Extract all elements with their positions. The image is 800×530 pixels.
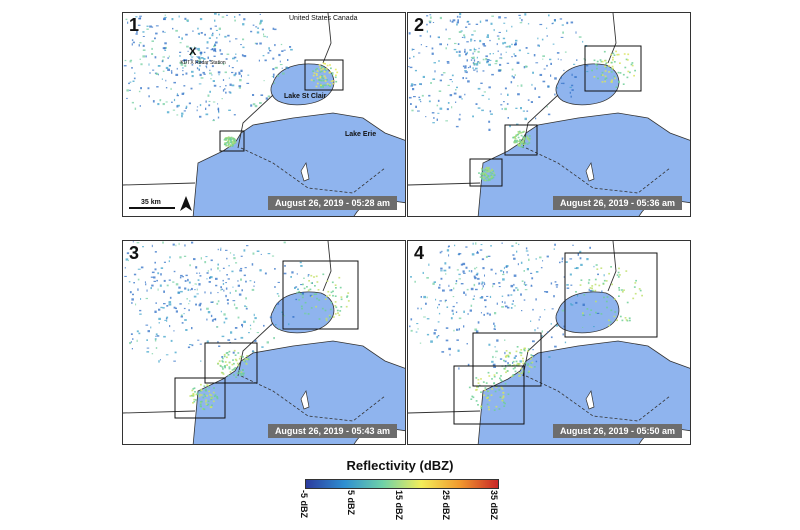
radar-panel-4: 4 August 26, 2019 - 05:50 am [407,240,691,445]
panel-number: 1 [129,15,140,35]
radar-panel-3: 3 August 26, 2019 - 05:43 am [122,240,406,445]
radar-panel-1: 1 United States Canada X KDTX Radar Stat… [122,12,406,217]
legend-title: Reflectivity (dBZ) [346,458,454,473]
scale-bar-label: 35 km [141,199,161,206]
panel-map [408,13,690,216]
station-marker: X [189,46,197,58]
panel-number: 4 [414,243,425,263]
scale-bar [129,207,175,209]
panel-map [123,13,405,216]
lake-erie-label: Lake Erie [345,131,377,138]
legend-tick: 25 dBZ [441,490,451,521]
legend-tick: 15 dBZ [394,490,404,521]
station-label: KDTX Radar Station [180,60,226,66]
legend-tick: -5 dBZ [299,490,309,518]
reflectivity-colorbar [305,479,499,489]
panel-number: 3 [129,243,140,263]
timestamp-badge: August 26, 2019 - 05:28 am [267,196,397,210]
timestamp-badge: August 26, 2019 - 05:50 am [552,424,682,438]
radar-panel-2: 2 August 26, 2019 - 05:36 am [407,12,691,217]
panel-map [123,241,405,444]
legend-tick: 5 dBZ [346,490,356,516]
lake-st-clair-label: Lake St Clair [284,93,327,100]
panel-number: 2 [414,15,425,35]
north-arrow-icon [180,196,192,211]
timestamp-badge: August 26, 2019 - 05:43 am [267,424,397,438]
panel-map [408,241,690,444]
timestamp-badge: August 26, 2019 - 05:36 am [552,196,682,210]
border-label: United States Canada [289,15,358,22]
legend-tick: 35 dBZ [489,490,499,521]
